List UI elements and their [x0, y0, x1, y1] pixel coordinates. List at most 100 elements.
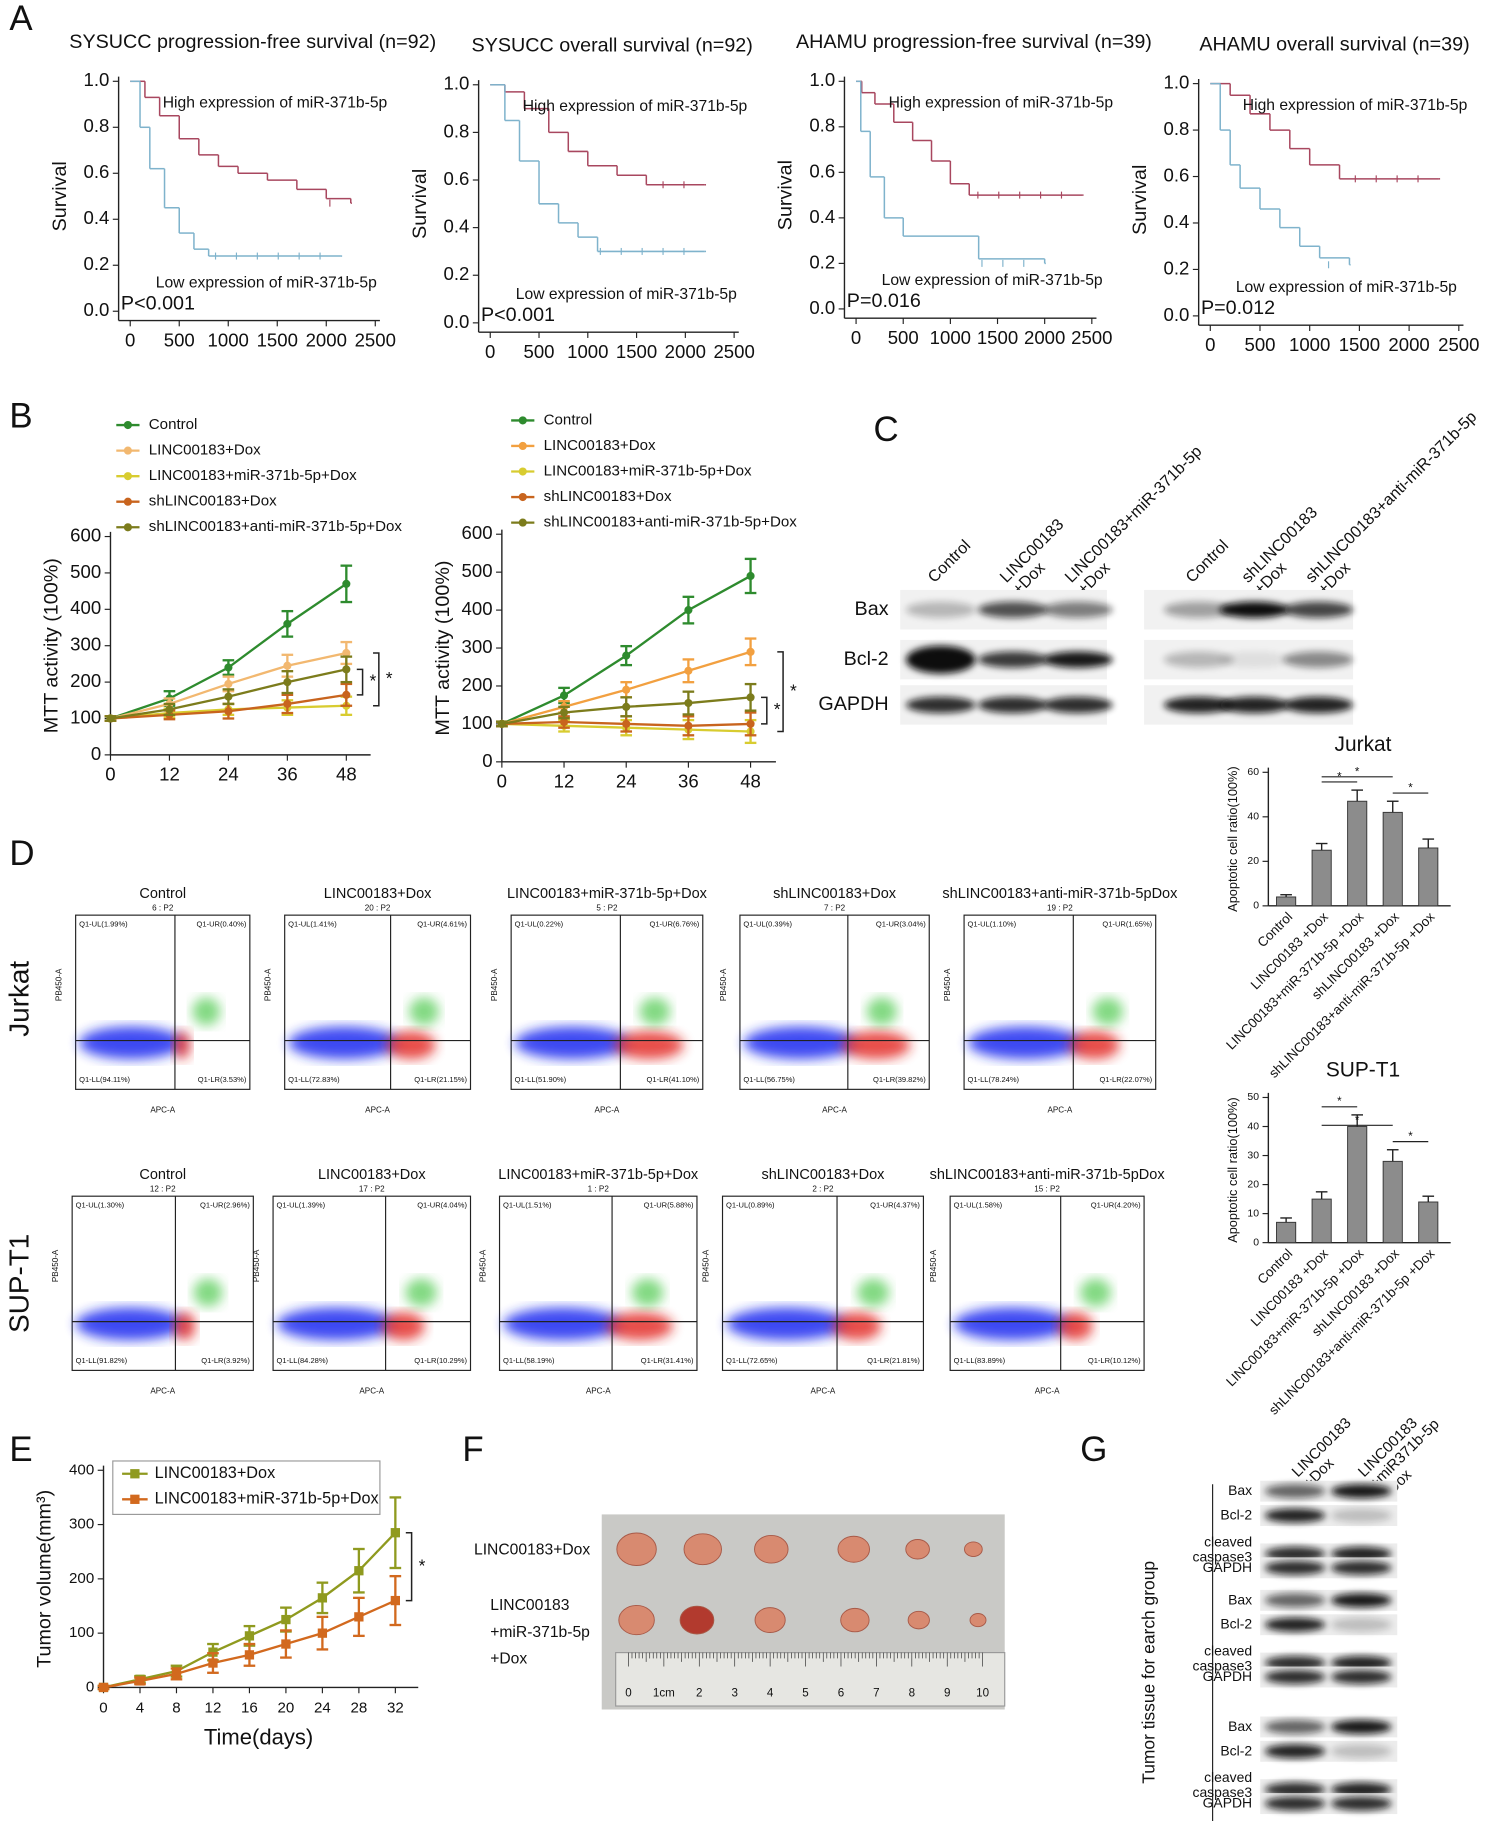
- curve-label: High expression of miR-371b-5p: [1243, 97, 1468, 114]
- y-tick-label: 0: [91, 743, 101, 764]
- blot-row-label: GAPDH: [818, 693, 888, 715]
- chart-title: SUP-T1: [1326, 1058, 1400, 1081]
- panel-label: B: [9, 396, 32, 435]
- marker: [342, 648, 351, 658]
- lane-label: LINC00183+Dox: [997, 516, 1080, 599]
- legend-label: LINC00183+Dox: [544, 437, 656, 454]
- plot-title: LINC00183+Dox: [318, 1167, 426, 1183]
- legend-marker: [518, 416, 527, 425]
- quadrant-label: Q1-UL(1.39%): [277, 1200, 326, 1209]
- blot-band: [1264, 1484, 1326, 1499]
- tumor: [616, 1532, 657, 1566]
- y-axis-label: Apoptotic cell ratio(100%): [1225, 1097, 1240, 1242]
- cloud-green: [409, 997, 439, 1026]
- legend-marker: [518, 467, 527, 476]
- x-axis-label: APC-A: [150, 1105, 175, 1114]
- blot-band: [1331, 1719, 1392, 1734]
- marker: [622, 685, 631, 694]
- marker: [283, 619, 292, 628]
- blot-band: [1264, 1670, 1326, 1684]
- marker: [165, 705, 174, 714]
- x-tick-label: 4: [136, 1699, 144, 1716]
- y-tick-label: 0: [86, 1678, 94, 1695]
- y-tick-label: 0.8: [809, 115, 835, 136]
- cloud-blue: [79, 1026, 184, 1060]
- x-tick-label: 2000: [1024, 327, 1065, 348]
- chart-title: SYSUCC progression-free survival (n=92): [69, 31, 436, 53]
- y-axis-label: Survival: [1129, 165, 1151, 235]
- bar: [1311, 1198, 1332, 1244]
- curve-label: High expression of miR-371b-5p: [889, 95, 1114, 112]
- y-tick-label: 0.8: [444, 120, 470, 141]
- y-tick-label: 60: [1247, 767, 1259, 778]
- plot-title: shLINC00183+Dox: [773, 886, 897, 902]
- blot-band: [978, 696, 1048, 714]
- tumor: [905, 1539, 930, 1560]
- quadrant-label: Q1-LR(21.15%): [414, 1075, 467, 1084]
- y-tick-label: 0.6: [83, 161, 109, 182]
- marker: [746, 693, 755, 702]
- quadrant-label: Q1-UL(1.58%): [954, 1200, 1003, 1209]
- cloud-blue: [75, 1307, 185, 1341]
- tumor: [964, 1541, 983, 1558]
- blot-band: [1264, 1796, 1326, 1811]
- y-axis-label: Survival: [775, 160, 797, 230]
- tumor: [969, 1613, 987, 1628]
- curve-label: High expression of miR-371b-5p: [163, 95, 388, 112]
- group-label: LINC00183 +miR-371b-5p +Dox: [490, 1597, 590, 1667]
- marker: [317, 1593, 328, 1603]
- cloud-green: [639, 997, 671, 1026]
- y-tick-label: 0: [1253, 1237, 1259, 1248]
- y-tick-label: 0.4: [809, 206, 835, 227]
- y-axis-label: PB450-A: [701, 1249, 710, 1282]
- ruler-label: 10: [976, 1686, 989, 1699]
- chart-title: AHAMU overall survival (n=39): [1199, 34, 1469, 56]
- y-tick-label: 400: [70, 597, 101, 618]
- legend-marker: [123, 420, 132, 430]
- blot-band: [1283, 601, 1354, 618]
- blot-row-label: cleaved caspase3: [1192, 1642, 1252, 1673]
- x-tick-label: 24: [314, 1699, 331, 1716]
- cloud-green: [193, 1278, 223, 1307]
- y-tick-label: 200: [69, 1570, 94, 1587]
- plot-frame: [949, 1195, 1145, 1371]
- cloud-blue: [726, 1307, 848, 1341]
- blot-band: [1331, 1670, 1392, 1684]
- cloud-blue: [967, 1026, 1083, 1060]
- marker: [283, 661, 292, 670]
- legend-label: shLINC00183+Dox: [149, 493, 277, 510]
- blot-row-label: GAPDH: [1203, 1794, 1253, 1810]
- cloud-blue: [743, 1026, 858, 1060]
- quadrant-label: Q1-LL(78.24%): [968, 1075, 1020, 1084]
- chart-title: SYSUCC overall survival (n=92): [472, 35, 753, 57]
- p-value: P<0.001: [481, 304, 555, 326]
- plot-title: Control: [139, 1167, 186, 1183]
- blot-row-label-line: GAPDH: [1203, 1668, 1253, 1684]
- blot-row-label-line: cleaved: [1204, 1642, 1252, 1658]
- y-axis-label: Tumor volume(mm³): [34, 1490, 56, 1668]
- y-tick-label: 1.0: [83, 69, 109, 90]
- legend-marker: [123, 472, 132, 481]
- blot-band: [1264, 1617, 1326, 1632]
- plot-frame: [75, 914, 251, 1090]
- legend-marker: [123, 446, 132, 455]
- x-tick-label: LINC00183+miR-371b-5p +Dox: [1223, 1246, 1367, 1390]
- blot-band: [1264, 1560, 1326, 1575]
- marker: [283, 678, 292, 687]
- significance-bracket: [777, 651, 784, 733]
- x-tick-label: 0: [99, 1699, 107, 1716]
- y-tick-label: 20: [1247, 1179, 1259, 1190]
- y-tick-label: 0.4: [83, 207, 109, 228]
- quadrant-label: Q1-LR(22.07%): [1099, 1075, 1152, 1084]
- quadrant-label: Q1-LR(3.92%): [201, 1356, 250, 1365]
- cloud-green: [405, 1278, 437, 1307]
- p-value: P=0.012: [1201, 297, 1275, 319]
- marker: [559, 717, 569, 727]
- significance-star: *: [1408, 782, 1413, 795]
- x-tick-label: 32: [387, 1699, 404, 1716]
- quadrant-label: Q1-LR(10.29%): [414, 1356, 467, 1365]
- gate-label: 20 : P2: [365, 903, 391, 912]
- marker: [622, 702, 631, 711]
- x-axis-label: APC-A: [1035, 1386, 1060, 1395]
